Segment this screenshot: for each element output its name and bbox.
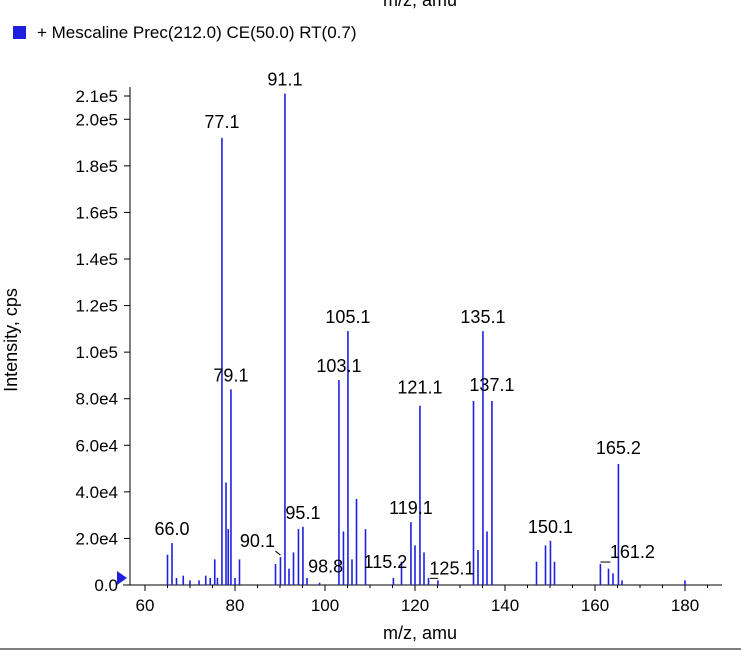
peak-label: 90.1	[240, 531, 275, 551]
y-tick-label: 1.0e5	[75, 343, 118, 362]
y-tick-label: 2.0e4	[75, 529, 118, 548]
peak-label: 115.2	[364, 552, 408, 572]
y-tick-label: 2.0e5	[75, 110, 118, 129]
peak-label: 137.1	[469, 375, 514, 395]
y-tick-label: 4.0e4	[75, 483, 118, 502]
peak-label: 150.1	[528, 517, 573, 537]
y-tick-label: 1.8e5	[75, 157, 118, 176]
legend-swatch	[13, 26, 26, 39]
x-axis-title: m/z, amu	[383, 623, 457, 643]
peak-label: 66.0	[154, 519, 189, 539]
axis-marker-icon	[117, 571, 127, 585]
peaks	[166, 93, 686, 585]
x-tick-label: 180	[671, 596, 699, 615]
peak-label: 98.8	[308, 557, 343, 577]
peak-leader-line	[275, 550, 281, 556]
y-tick-label: 8.0e4	[75, 390, 118, 409]
peak-label: 121.1	[397, 378, 442, 398]
peak-label: 125.1	[429, 558, 474, 578]
peak-labels: 66.0 77.1 79.1 90.1 91.1 95.1 98.8 103.1 105.1 11…	[154, 70, 655, 579]
x-tick-label: 140	[491, 596, 519, 615]
peak-label: 165.2	[596, 438, 641, 458]
peak-label: 135.1	[460, 307, 505, 327]
y-tick-label: 1.2e5	[75, 297, 118, 316]
x-tick-label: 80	[226, 596, 245, 615]
x-tick-label: 120	[401, 596, 429, 615]
y-tick-label: 0.0	[94, 576, 118, 595]
y-tick-label: 2.1e5	[75, 87, 118, 106]
x-tick-label: 60	[136, 596, 155, 615]
peak-label: 77.1	[204, 112, 239, 132]
y-tick-label: 1.6e5	[75, 203, 118, 222]
peak-label: 79.1	[213, 365, 248, 385]
x-ticks: 60 80 100 120 140 160 180	[136, 585, 708, 615]
y-ticks: 0.0 2.0e4 4.0e4 6.0e4 8.0e4 1.0e5 1.2e5 1.4e5 1.…	[75, 87, 130, 595]
peak-label: 95.1	[285, 503, 320, 523]
y-tick-label: 1.4e5	[75, 250, 118, 269]
peak-label: 105.1	[325, 307, 370, 327]
top-title-fragment: m/z, amu	[383, 0, 457, 10]
legend-label: + Mescaline Prec(212.0) CE(50.0) RT(0.7)	[37, 23, 357, 42]
peak-label: 161.2	[610, 542, 655, 562]
y-tick-label: 6.0e4	[75, 436, 118, 455]
peak-label: 91.1	[267, 70, 302, 90]
peak-label: 119.1	[389, 498, 433, 518]
x-tick-label: 160	[581, 596, 609, 615]
peak-label: 103.1	[316, 356, 361, 376]
x-tick-label: 100	[311, 596, 339, 615]
y-axis-title: Intensity, cps	[1, 288, 21, 392]
